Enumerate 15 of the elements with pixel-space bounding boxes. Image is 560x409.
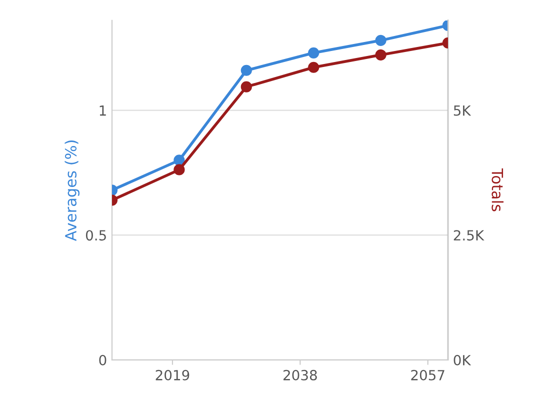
x-tick-label: 2019 bbox=[156, 370, 190, 380]
x-tick-label: 2038 bbox=[284, 370, 317, 380]
y2-tick-label: 5K bbox=[454, 105, 472, 116]
y-tick-label: 1 bbox=[100, 105, 106, 116]
y-tick-label: 0.5 bbox=[86, 230, 106, 241]
point bbox=[308, 62, 320, 73]
y-axis-title: Averages (%) bbox=[64, 140, 80, 242]
x-tick-label: 2057 bbox=[411, 370, 444, 380]
y2-tick-label: 2.5K bbox=[454, 230, 484, 241]
point bbox=[240, 81, 252, 92]
point bbox=[308, 47, 320, 58]
point bbox=[240, 64, 252, 76]
y2-tick-label: 0K bbox=[454, 354, 472, 366]
y-tick-label: 0 bbox=[99, 354, 106, 366]
y2-axis-title: Totals bbox=[492, 168, 504, 212]
